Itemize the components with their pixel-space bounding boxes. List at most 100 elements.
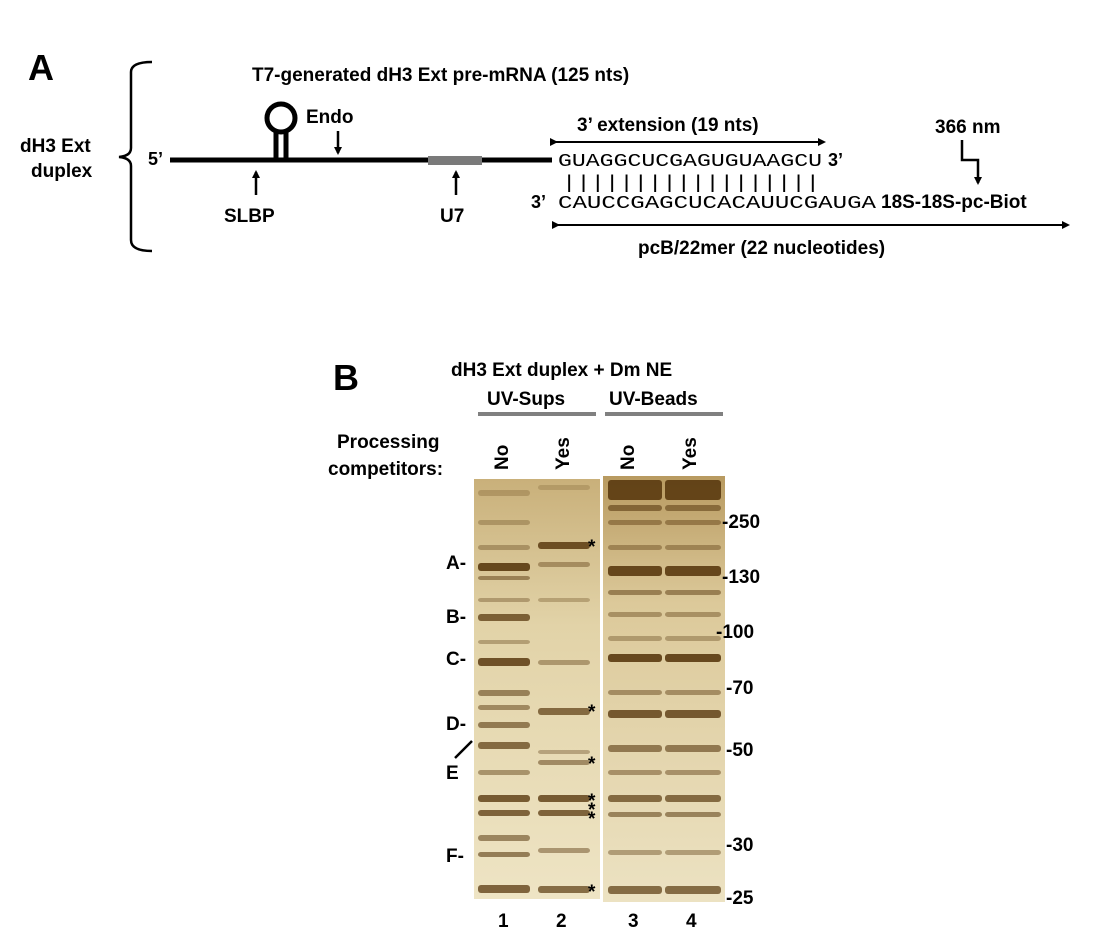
lane-condition-4: Yes [680,437,701,470]
gel-band [665,795,721,802]
stem-loop [264,101,298,160]
gel-band [665,710,721,718]
gel-band [538,598,590,602]
marker-250: -250 [722,512,760,533]
gel-band [665,612,721,617]
gel-band [478,742,530,749]
gel-band [478,722,530,728]
gel-band [608,545,662,550]
gel-band [608,566,662,576]
oligo-label: pcB/22mer (22 nucleotides) [638,238,885,259]
marker-100: -100 [716,622,754,643]
gel-band [478,563,530,571]
bracket-label-line1: dH3 Ext [20,136,91,157]
bottom-three-prime: 3’ [531,192,546,212]
gel-band [665,745,721,752]
gel-band [538,810,590,816]
asterisk-3: * [588,754,596,775]
gel-band [665,770,721,775]
gel-band [608,710,662,718]
gel-band [478,490,530,496]
row-label-line2: competitors: [328,459,443,480]
pairing-ticks: |||||||||||||||||| [562,174,820,194]
biotin-suffix: 18S-18S-pc-Biot [881,192,1027,213]
lane-condition-1: No [492,445,513,470]
gel-band [665,850,721,855]
gel-band [665,590,721,595]
asterisk-2: * [588,702,596,723]
bottom-strand-sequence: CAUCCGAGCUCACAUUCGAUGA [558,194,876,214]
lane-condition-3: No [618,445,639,470]
group-beads-bar [605,412,723,416]
bracket-label-line2: duplex [31,161,93,182]
gel-band [608,812,662,817]
pre-mrna-title: T7-generated dH3 Ext pre-mRNA (125 nts) [252,65,629,86]
gel-uv-beads [603,476,725,902]
gel-band [608,480,662,500]
gel-band [538,848,590,853]
band-label-f: F- [446,846,464,867]
gel-band [665,480,721,500]
marker-50: -50 [726,740,753,761]
gel-title: dH3 Ext duplex + Dm NE [451,360,672,381]
gel-band [608,850,662,855]
band-label-b: B- [446,607,466,628]
gel-band [538,886,590,893]
marker-25: -25 [726,888,754,909]
gel-band [608,745,662,752]
gel-band [478,658,530,666]
asterisk-1: * [588,537,596,558]
extension-label: 3’ extension (19 nts) [577,115,759,136]
gel-uv-sups [474,479,600,899]
gel-band [478,810,530,816]
gel-band [538,485,590,490]
panel-a-label: A [28,47,54,88]
uv-wavelength-label: 366 nm [935,117,1000,138]
asterisk-6: * [588,809,596,830]
gel-band [538,760,590,765]
gel-band [608,886,662,894]
gel-band [478,545,530,550]
gel-band [608,612,662,617]
gel-band [608,795,662,802]
gel-band [478,852,530,857]
gel-band [478,885,530,893]
gel-band [478,598,530,602]
lane-number-3: 3 [628,911,639,932]
gel-band [608,690,662,695]
band-label-c: C- [446,649,466,670]
gel-band [608,636,662,641]
gel-band [665,566,721,576]
lane-number-2: 2 [556,911,567,932]
group-sups-bar [478,412,596,416]
duplex-bracket [118,60,153,253]
panel-b-label: B [333,357,359,398]
marker-30: -30 [726,835,753,856]
gel-band [478,520,530,525]
band-e-pointer [454,740,473,759]
gel-band [538,750,590,754]
top-three-prime: 3’ [828,150,843,170]
gel-band [478,576,530,580]
gel-band [538,562,590,567]
gel-band [478,770,530,775]
gel-band [478,795,530,802]
slbp-label: SLBP [224,206,275,227]
asterisk-5: * [588,800,596,821]
asterisk-7: * [588,882,596,903]
gel-band [538,708,590,715]
row-label-line1: Processing [337,432,439,453]
asterisk-4: * [588,791,596,812]
gel-band [665,505,721,511]
gel-band [608,770,662,775]
group-beads-label: UV-Beads [609,389,698,410]
gel-band [478,640,530,644]
gel-band [608,505,662,511]
gel-band [478,835,530,841]
gel-band [665,654,721,662]
u7-binding-site [428,156,482,165]
gel-band [665,520,721,525]
gel-band [608,520,662,525]
gel-band [665,690,721,695]
